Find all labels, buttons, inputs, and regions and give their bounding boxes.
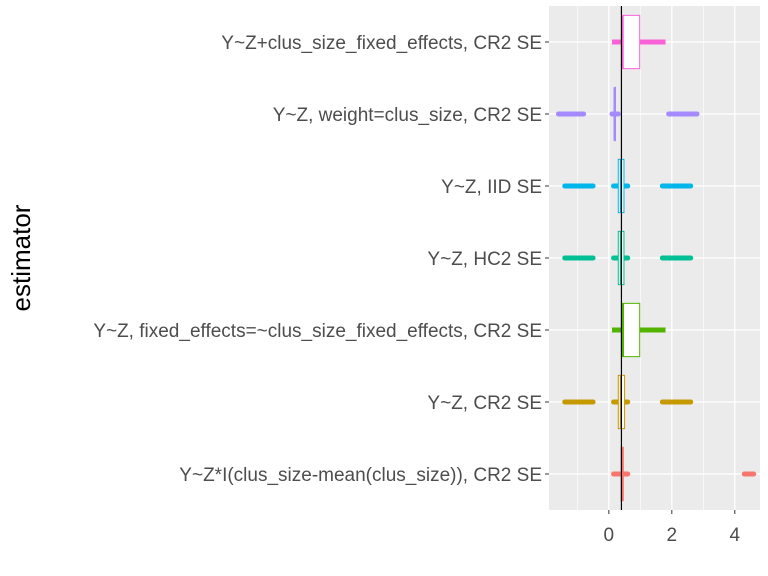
box-body xyxy=(620,302,641,358)
x-tick-labels: 0 2 4 xyxy=(604,510,741,546)
x-tick-label: 0 xyxy=(604,525,615,546)
y-tick-labels: Y~Z*I(clus_size-mean(clus_size)), CR2 SE… xyxy=(93,33,549,486)
box-group xyxy=(555,86,700,142)
box-body xyxy=(621,14,641,70)
x-tick-label: 2 xyxy=(667,525,678,546)
y-tick-label: Y~Z*I(clus_size-mean(clus_size)), CR2 SE xyxy=(179,465,542,486)
y-tick-label: Y~Z, fixed_effects=~clus_size_fixed_effe… xyxy=(93,321,542,342)
y-tick-label: Y~Z, CR2 SE xyxy=(427,393,542,414)
y-tick-label: Y~Z, weight=clus_size, CR2 SE xyxy=(273,105,542,126)
y-tick-label: Y~Z, IID SE xyxy=(441,177,542,198)
y-tick-label: Y~Z+clus_size_fixed_effects, CR2 SE xyxy=(221,33,542,54)
x-tick-label: 4 xyxy=(730,525,741,546)
y-axis-title: estimator xyxy=(6,204,36,311)
box-group xyxy=(611,446,757,502)
y-tick-label: Y~Z, HC2 SE xyxy=(427,249,542,270)
box-group xyxy=(611,14,666,70)
